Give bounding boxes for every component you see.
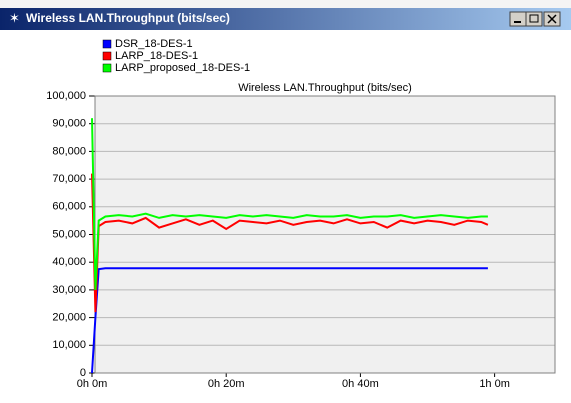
minimize-button[interactable]	[509, 11, 527, 27]
top-strip	[0, 0, 571, 8]
series-line	[91, 118, 488, 290]
y-tick-label: 80,000	[52, 145, 86, 157]
legend-label: LARP_18-DES-1	[115, 50, 198, 62]
y-tick-label: 10,000	[52, 339, 86, 351]
y-tick-label: 30,000	[52, 284, 86, 296]
legend-label: DSR_18-DES-1	[115, 38, 193, 50]
series-line	[91, 267, 488, 374]
title-bar	[0, 8, 571, 30]
series-line	[91, 173, 489, 313]
y-tick-label: 70,000	[52, 173, 86, 185]
legend-swatch	[102, 51, 112, 61]
close-icon	[547, 14, 557, 24]
legend-swatch	[102, 39, 112, 49]
legend-label: LARP_proposed_18-DES-1	[115, 62, 250, 74]
y-tick-label: 50,000	[52, 228, 86, 240]
x-tick-label: 0h 20m	[208, 378, 245, 390]
y-tick-label: 100,000	[46, 90, 86, 102]
window-title: Wireless LAN.Throughput (bits/sec)	[26, 11, 230, 25]
window-buttons	[509, 11, 561, 27]
maximize-icon	[529, 14, 539, 23]
y-tick-label: 40,000	[52, 256, 86, 268]
y-tick-label: 20,000	[52, 312, 86, 324]
chart-title: Wireless LAN.Throughput (bits/sec)	[238, 82, 412, 94]
x-tick-label: 0h 40m	[342, 378, 379, 390]
y-tick-label: 90,000	[52, 118, 86, 130]
window-icon: ✶	[9, 10, 20, 25]
y-tick-label: 60,000	[52, 201, 86, 213]
maximize-button[interactable]	[525, 11, 543, 27]
y-tick-label: 0	[80, 367, 86, 379]
x-tick-label: 0h 0m	[77, 378, 108, 390]
legend-swatch	[102, 63, 112, 73]
x-tick-label: 1h 0m	[479, 378, 510, 390]
